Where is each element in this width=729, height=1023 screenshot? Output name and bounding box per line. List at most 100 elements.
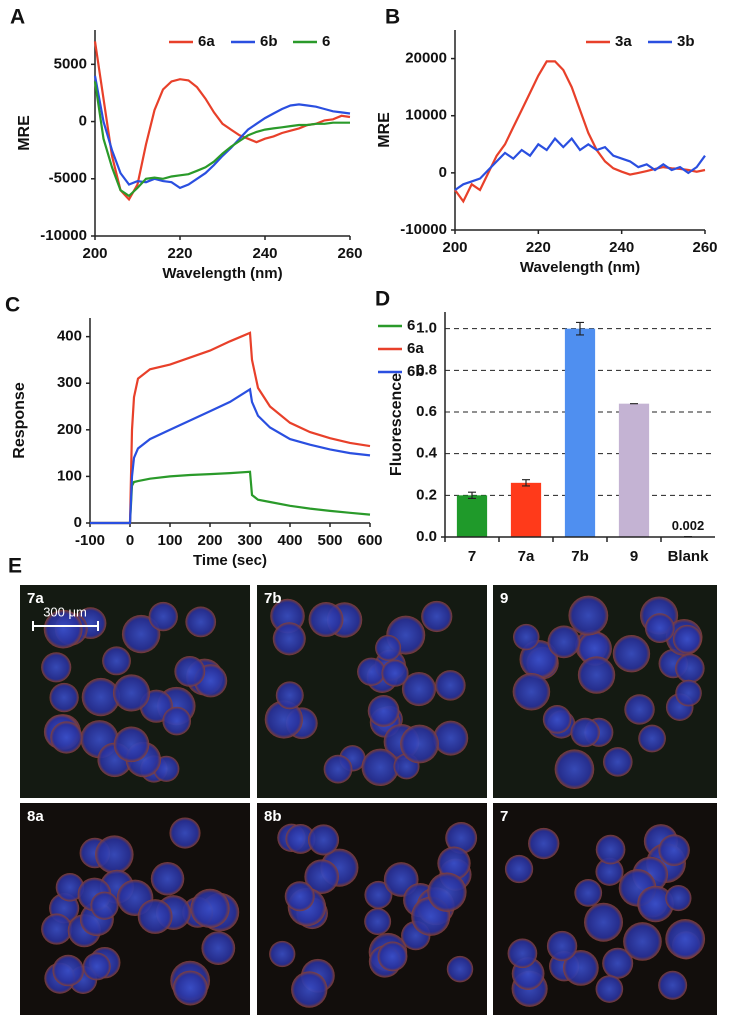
data-line bbox=[454, 136, 706, 191]
y-axis-label: MRE bbox=[16, 115, 33, 151]
y-tick-label: 0 bbox=[79, 113, 87, 130]
cell bbox=[49, 682, 79, 713]
legend-label: 3a bbox=[615, 33, 632, 50]
data-line bbox=[90, 387, 371, 525]
cell bbox=[275, 681, 304, 710]
cell bbox=[623, 922, 662, 961]
cell bbox=[675, 679, 702, 707]
micrograph: 8b bbox=[257, 803, 487, 1015]
legend-label: 6 bbox=[322, 33, 330, 50]
cell bbox=[364, 908, 392, 935]
panel-label: D bbox=[375, 288, 390, 311]
cell bbox=[568, 595, 609, 636]
image-label: 7a bbox=[27, 590, 44, 607]
cell bbox=[291, 971, 328, 1008]
legend-label: 6 bbox=[407, 317, 415, 334]
cell bbox=[528, 827, 560, 860]
cell bbox=[55, 873, 85, 902]
cell bbox=[367, 695, 400, 727]
x-tick-label: 500 bbox=[317, 532, 342, 549]
data-line bbox=[90, 331, 371, 525]
cell bbox=[174, 655, 206, 687]
cell bbox=[375, 634, 402, 661]
cell bbox=[421, 600, 453, 633]
x-tick-label: Blank bbox=[668, 548, 710, 565]
y-tick-label: 100 bbox=[57, 467, 82, 484]
x-tick-label: 600 bbox=[357, 532, 382, 549]
cell bbox=[285, 823, 316, 854]
cell bbox=[665, 884, 692, 912]
image-label: 7b bbox=[264, 590, 282, 607]
cell bbox=[150, 861, 185, 896]
cell bbox=[612, 634, 651, 673]
error-bar bbox=[576, 321, 584, 336]
x-axis-label: Time (sec) bbox=[193, 552, 267, 569]
cell bbox=[512, 672, 551, 711]
data-line bbox=[90, 470, 371, 525]
cell bbox=[308, 602, 344, 637]
cell bbox=[445, 822, 478, 854]
y-tick-label: 0.4 bbox=[416, 445, 438, 462]
cell bbox=[595, 857, 624, 886]
cell bbox=[81, 677, 121, 717]
x-tick-label: 260 bbox=[337, 245, 362, 262]
x-tick-label: 7b bbox=[571, 548, 589, 565]
cell bbox=[638, 724, 666, 753]
scale-bar-label: 300 μm bbox=[43, 604, 87, 619]
image-label: 7 bbox=[500, 808, 508, 825]
cell bbox=[357, 657, 386, 686]
x-axis-label: Wavelength (nm) bbox=[520, 259, 640, 276]
cell bbox=[361, 748, 399, 787]
cell bbox=[584, 902, 624, 942]
cell bbox=[172, 970, 208, 1006]
panel-label: A bbox=[10, 6, 25, 29]
cell bbox=[113, 726, 150, 763]
x-tick-label: 300 bbox=[237, 532, 262, 549]
y-tick-label: 300 bbox=[57, 374, 82, 391]
x-tick-label: 260 bbox=[692, 239, 717, 256]
cell bbox=[602, 947, 634, 979]
x-tick-label: 7a bbox=[518, 548, 535, 565]
cell bbox=[547, 625, 581, 659]
panel-label: C bbox=[5, 294, 20, 317]
image-label: 8a bbox=[27, 808, 44, 825]
micrograph: 7b bbox=[257, 585, 487, 798]
micrograph: 9 bbox=[493, 585, 717, 798]
x-tick-label: 220 bbox=[526, 239, 551, 256]
cell bbox=[603, 747, 633, 777]
cell bbox=[435, 670, 466, 701]
x-tick-label: -100 bbox=[75, 532, 105, 549]
cell bbox=[43, 609, 83, 649]
cell bbox=[658, 970, 688, 1000]
scale-bar-ends bbox=[32, 621, 99, 631]
cell bbox=[148, 601, 178, 632]
cell bbox=[595, 975, 624, 1003]
legend-label: 3b bbox=[677, 33, 695, 50]
bar bbox=[510, 482, 542, 537]
cell bbox=[102, 646, 131, 676]
x-tick-label: 400 bbox=[277, 532, 302, 549]
cell bbox=[665, 919, 706, 959]
data-line bbox=[454, 60, 706, 204]
x-tick-label: 240 bbox=[609, 239, 634, 256]
cell bbox=[95, 835, 134, 874]
cell bbox=[507, 938, 538, 969]
x-tick-label: 240 bbox=[252, 245, 277, 262]
x-tick-label: 100 bbox=[157, 532, 182, 549]
y-axis-label: MRE bbox=[376, 112, 393, 148]
cell bbox=[41, 913, 73, 945]
cell bbox=[637, 885, 674, 923]
legend-label: 6a bbox=[407, 340, 424, 357]
y-tick-label: 0.0 bbox=[416, 528, 437, 545]
data-line bbox=[93, 75, 351, 190]
cell bbox=[304, 859, 339, 894]
image-label: 8b bbox=[264, 808, 282, 825]
y-tick-label: -10000 bbox=[400, 221, 447, 238]
cell bbox=[381, 659, 409, 687]
y-tick-label: 1.0 bbox=[416, 320, 437, 337]
legend-label: 6b bbox=[407, 363, 425, 380]
y-tick-label: 0 bbox=[74, 514, 82, 531]
x-tick-label: 220 bbox=[167, 245, 192, 262]
y-tick-label: 0 bbox=[439, 164, 447, 181]
